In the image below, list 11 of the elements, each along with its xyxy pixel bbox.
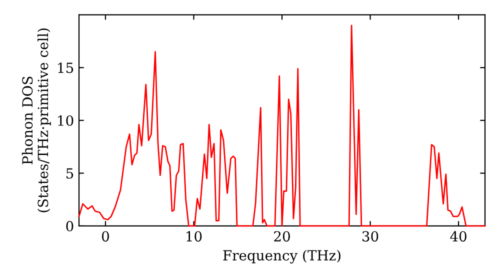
x-tick-label: 10 <box>186 231 202 242</box>
x-tick-label: 20 <box>274 231 290 242</box>
x-tick-label: 40 <box>450 231 466 242</box>
x-tick-label: 30 <box>362 231 378 242</box>
y-tick-label: 10 <box>58 115 74 126</box>
x-axis-title: Frequency (THz) <box>223 250 340 264</box>
y-tick-label: 15 <box>58 62 74 74</box>
y-axis-title: Phonon DOS (States/THz·primitive cell) <box>22 28 51 212</box>
x-tick-label: 0 <box>102 231 109 242</box>
y-tick-label: 5 <box>66 168 74 179</box>
y-tick-label: 0 <box>66 220 74 232</box>
